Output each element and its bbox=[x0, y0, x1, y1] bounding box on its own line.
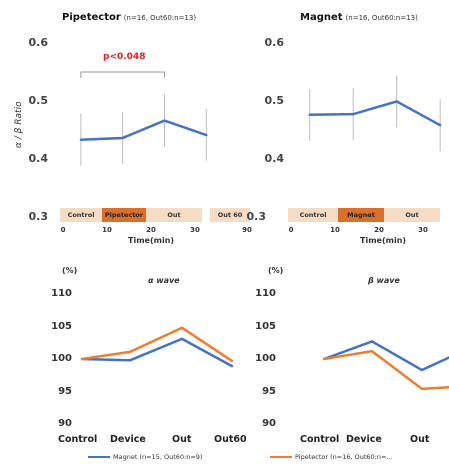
x-tick: 90 bbox=[242, 226, 252, 234]
x-tick: 10 bbox=[102, 226, 112, 234]
magnet-title-text: Magnet bbox=[300, 12, 343, 23]
y-tick: 0.5 bbox=[28, 94, 49, 107]
y-tick: 110 bbox=[51, 288, 72, 299]
x-axis-label: Time(min) bbox=[360, 236, 407, 245]
category-label: Out bbox=[172, 434, 192, 445]
legend-label: Pipetector (n=16, Out60:n=... bbox=[295, 453, 393, 461]
legend-label: Magnet (n=15, Out60:n=9) bbox=[113, 453, 203, 461]
p-value-annotation: p<0.048 bbox=[103, 52, 146, 62]
phase-control: Control bbox=[60, 208, 102, 222]
phase-device: Pipetector bbox=[102, 208, 146, 222]
x-tick: 0 bbox=[288, 226, 294, 234]
y-tick: 0.6 bbox=[264, 36, 285, 49]
y-tick: 100 bbox=[255, 353, 276, 364]
category-label: Control bbox=[300, 434, 340, 445]
legend-swatch bbox=[270, 456, 292, 458]
data-point bbox=[322, 357, 326, 361]
y-tick: 0.4 bbox=[28, 152, 49, 165]
y-tick: 110 bbox=[255, 288, 276, 299]
series-line bbox=[80, 119, 207, 141]
data-point bbox=[128, 359, 132, 362]
data-point bbox=[163, 119, 166, 122]
data-point bbox=[420, 368, 424, 372]
y-tick: 95 bbox=[58, 386, 72, 397]
y-tick: 0.3 bbox=[246, 210, 267, 223]
data-point bbox=[180, 326, 184, 329]
legend-swatch bbox=[88, 456, 110, 458]
unit-label: (%) bbox=[268, 266, 284, 275]
phase-device: Magnet bbox=[338, 208, 384, 222]
phase-out60: Out 60 bbox=[210, 208, 250, 222]
category-label: Control bbox=[58, 434, 98, 445]
data-point bbox=[79, 138, 83, 141]
phase-control: Control bbox=[288, 208, 338, 222]
category-label: Out60 bbox=[214, 434, 247, 445]
magnet-series-line bbox=[81, 337, 233, 368]
x-tick: 20 bbox=[146, 226, 156, 234]
data-point bbox=[230, 359, 234, 363]
series-line bbox=[309, 100, 441, 127]
x-tick: 20 bbox=[374, 226, 384, 234]
data-point bbox=[438, 124, 442, 127]
y-tick: 0.4 bbox=[264, 152, 285, 165]
pipetector-title-text: Pipetector bbox=[62, 12, 121, 23]
x-axis-label: Time(min) bbox=[128, 236, 175, 245]
y-tick: 0.6 bbox=[28, 36, 49, 49]
alpha-wave-title: α wave bbox=[148, 276, 180, 285]
y-tick: 90 bbox=[262, 418, 276, 429]
pipetector-panel-title: Pipetector (n=16, Out60:n=13) bbox=[62, 12, 196, 23]
data-point bbox=[205, 133, 208, 137]
data-point bbox=[180, 337, 184, 341]
data-point bbox=[370, 340, 374, 343]
data-point bbox=[420, 387, 424, 391]
legend-magnet: Magnet (n=15, Out60:n=9) bbox=[88, 453, 202, 461]
significance-bracket bbox=[80, 71, 165, 78]
x-tick: 30 bbox=[190, 226, 200, 234]
category-label: Device bbox=[110, 434, 146, 445]
pipetector-series-line bbox=[81, 326, 233, 362]
magnet-subtitle: (n=16, Out60:n=13) bbox=[345, 14, 418, 22]
data-point bbox=[80, 357, 84, 361]
y-tick: 105 bbox=[255, 321, 276, 332]
pipetector-subtitle: (n=16, Out60:n=13) bbox=[123, 14, 197, 22]
y-tick: 90 bbox=[58, 418, 72, 429]
magnet-series-line bbox=[323, 340, 449, 372]
category-label: Out bbox=[410, 434, 430, 445]
beta-wave-title: β wave bbox=[368, 276, 400, 285]
y-tick: 0.5 bbox=[264, 94, 285, 107]
data-point bbox=[128, 350, 132, 354]
category-label: Device bbox=[346, 434, 382, 445]
legend-pipetector: Pipetector (n=16, Out60:n=... bbox=[270, 453, 393, 461]
pipetector-series-line bbox=[323, 349, 449, 391]
y-tick: 100 bbox=[51, 353, 72, 364]
y-tick: 105 bbox=[51, 321, 72, 332]
y-tick: 0.3 bbox=[28, 210, 49, 223]
y-tick: 95 bbox=[262, 386, 276, 397]
x-tick: 30 bbox=[418, 226, 428, 234]
phase-out: Out bbox=[384, 208, 440, 222]
data-point bbox=[121, 136, 124, 140]
x-tick: 0 bbox=[60, 226, 66, 234]
phase-out: Out bbox=[146, 208, 202, 222]
magnet-panel-title: Magnet (n=16, Out60:n=13) bbox=[300, 12, 418, 23]
data-point bbox=[308, 113, 311, 116]
data-point bbox=[352, 112, 355, 116]
x-tick: 10 bbox=[330, 226, 340, 234]
data-point bbox=[395, 100, 398, 103]
data-point bbox=[230, 364, 234, 368]
data-point bbox=[370, 350, 374, 353]
unit-label: (%) bbox=[62, 266, 78, 275]
